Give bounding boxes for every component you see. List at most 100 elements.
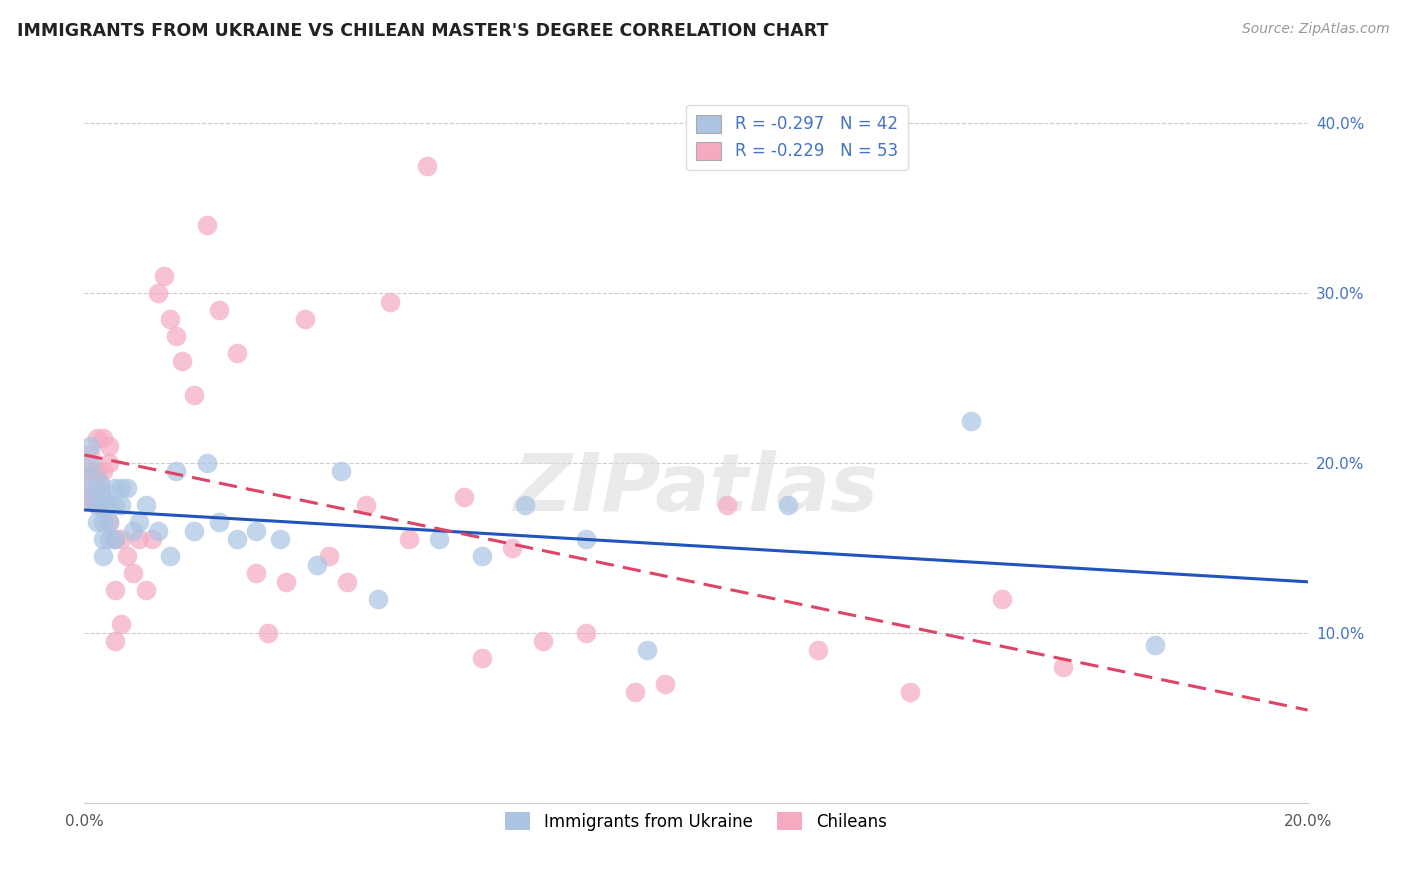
Point [110,482,132,496]
Point [110,617,132,632]
Point [97,533,120,547]
Point [195,218,218,232]
Point [245,566,267,581]
Point [294,311,316,326]
Point [195,456,218,470]
Point [183,388,205,402]
Point [128,516,150,530]
Point [79,482,101,496]
Text: ZIPatlas: ZIPatlas [513,450,879,528]
Point [531,634,554,648]
Point [79,448,101,462]
Text: Source: ZipAtlas.com: Source: ZipAtlas.com [1241,22,1389,37]
Point [183,524,205,538]
Point [141,533,163,547]
Point [86,499,108,513]
Point [257,626,280,640]
Point [165,328,187,343]
Point [367,591,389,606]
Point [104,634,127,648]
Point [86,516,108,530]
Point [226,345,249,359]
Point [453,490,475,504]
Point [86,482,108,496]
Point [1143,638,1166,652]
Point [97,439,120,453]
Point [91,533,114,547]
Point [91,465,114,479]
Point [97,456,120,470]
Point [172,354,194,368]
Point [575,533,598,547]
Point [416,159,439,173]
Point [898,685,921,699]
Point [471,651,494,665]
Point [79,482,101,496]
Point [575,626,598,640]
Point [960,413,983,427]
Point [380,294,402,309]
Point [110,499,132,513]
Point [330,465,353,479]
Point [97,516,120,530]
Point [226,533,249,547]
Point [79,456,101,470]
Point [86,499,108,513]
Point [91,516,114,530]
Point [654,677,676,691]
Point [502,541,524,555]
Point [269,533,291,547]
Point [104,533,127,547]
Point [276,574,298,589]
Point [79,465,101,479]
Point [97,499,120,513]
Point [91,490,114,504]
Point [122,566,145,581]
Point [208,516,231,530]
Point [991,591,1014,606]
Point [135,583,157,598]
Point [159,311,181,326]
Point [336,574,359,589]
Point [91,549,114,564]
Point [153,269,176,284]
Point [305,558,328,572]
Point [354,499,377,513]
Point [97,516,120,530]
Point [122,524,145,538]
Point [104,533,127,547]
Point [91,430,114,444]
Point [636,643,658,657]
Point [1052,660,1074,674]
Point [104,482,127,496]
Point [86,430,108,444]
Point [104,583,127,598]
Point [115,482,138,496]
Point [245,524,267,538]
Point [79,490,101,504]
Point [159,549,181,564]
Point [807,643,830,657]
Point [318,549,340,564]
Legend: Immigrants from Ukraine, Chileans: Immigrants from Ukraine, Chileans [499,805,893,838]
Point [716,499,738,513]
Point [398,533,420,547]
Point [146,524,169,538]
Point [146,286,169,301]
Point [135,499,157,513]
Point [471,549,494,564]
Point [208,303,231,318]
Point [128,533,150,547]
Point [110,533,132,547]
Point [115,549,138,564]
Point [776,499,799,513]
Point [79,439,101,453]
Point [427,533,450,547]
Text: IMMIGRANTS FROM UKRAINE VS CHILEAN MASTER'S DEGREE CORRELATION CHART: IMMIGRANTS FROM UKRAINE VS CHILEAN MASTE… [17,22,828,40]
Point [86,465,108,479]
Point [91,499,114,513]
Point [104,499,127,513]
Point [165,465,187,479]
Point [513,499,536,513]
Point [624,685,647,699]
